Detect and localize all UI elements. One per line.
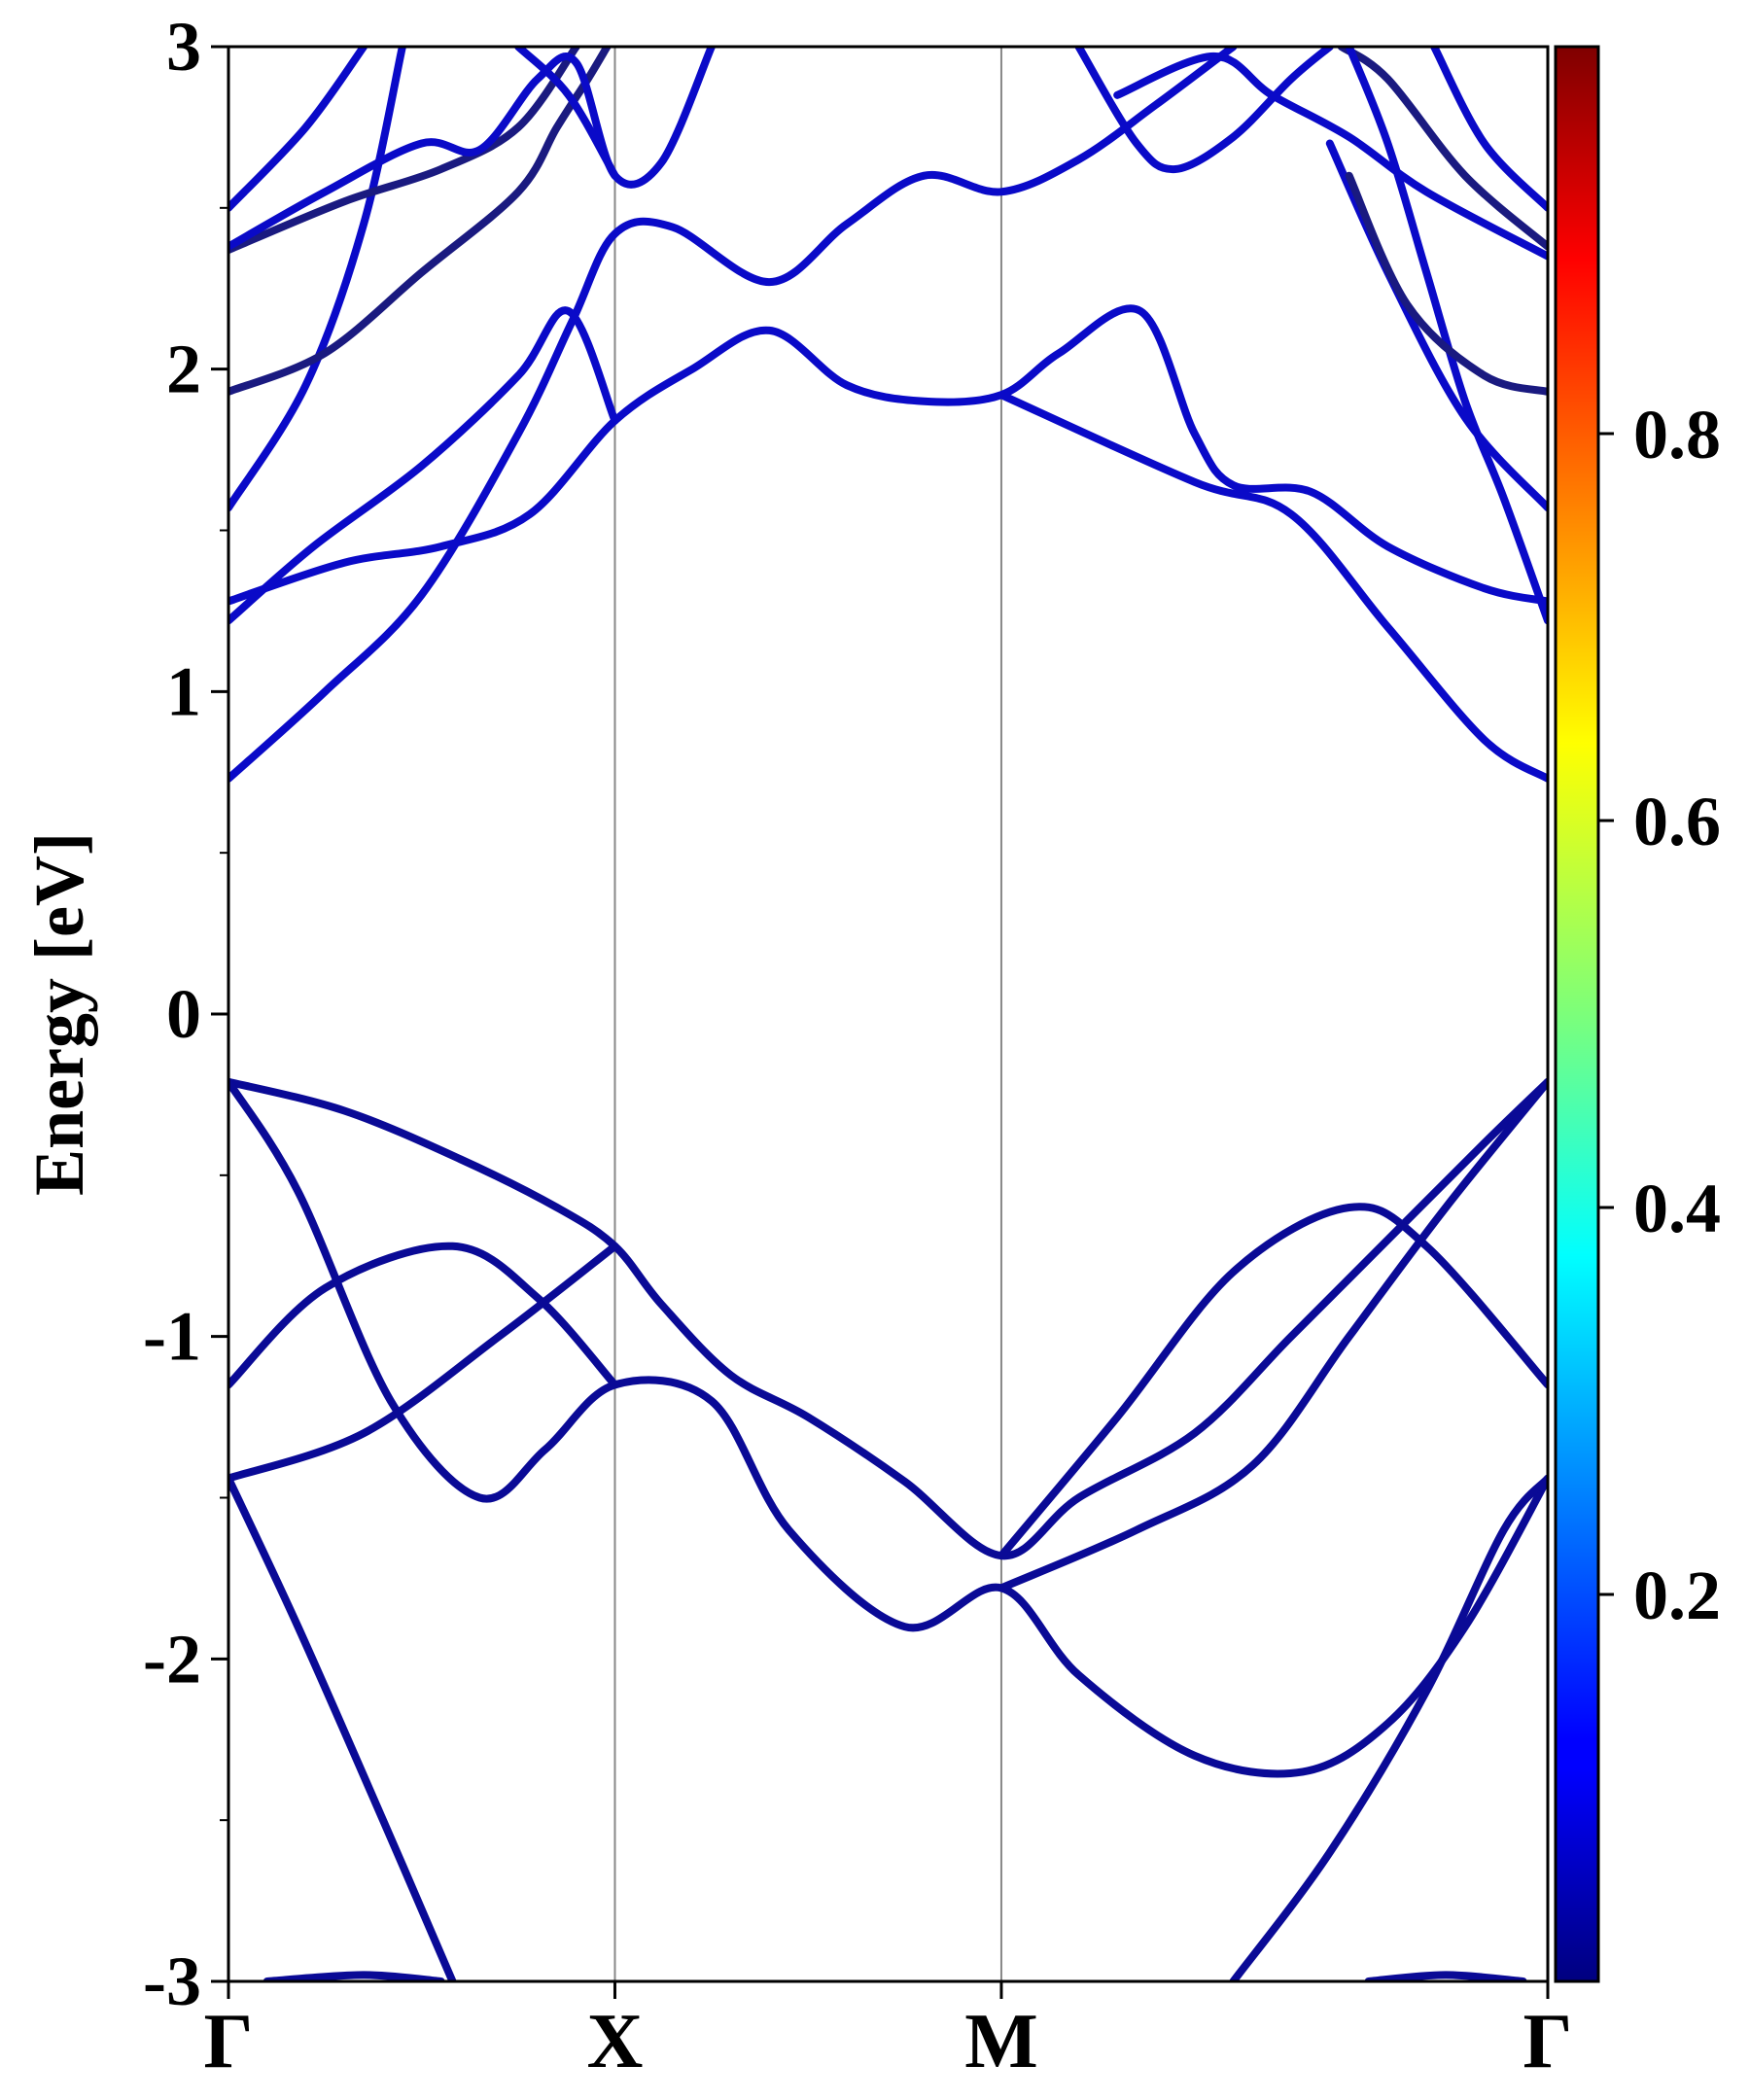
y-tick-label-4: -1 [143, 1298, 201, 1376]
band-line-21 [228, 1474, 457, 1981]
band-line-17 [228, 1077, 1548, 1560]
x-tick-label-3: Γ [1523, 1999, 1573, 2084]
band-line-25 [262, 1971, 445, 1981]
band-line-11 [1337, 47, 1548, 251]
band-line-4 [228, 47, 612, 396]
band-line-6 [228, 47, 716, 251]
band-line-16 [998, 391, 1548, 783]
y-tick-label-3: 0 [166, 975, 201, 1053]
band-line-2 [228, 306, 619, 625]
y-tick-label-0: 3 [166, 8, 201, 86]
colorbar-tick-label-1: 0.4 [1633, 1170, 1721, 1247]
band-line-20 [228, 1242, 619, 1483]
band-line-14 [1325, 139, 1548, 512]
band-line-13 [1345, 47, 1548, 625]
band-line-23 [998, 1077, 1548, 1592]
colorbar-ticks: 0.2 0.4 0.6 0.8 [1598, 396, 1721, 1634]
band-line-0 [228, 47, 1238, 783]
band-line-10 [1113, 52, 1548, 261]
band-line-19 [228, 1242, 619, 1389]
band-line-1 [228, 304, 1548, 606]
band-line-9 [1074, 47, 1334, 174]
band-line-15 [1345, 171, 1548, 396]
band-line-22 [998, 1203, 1548, 1560]
colorbar [1554, 45, 1600, 1983]
y-tick-label-1: 2 [166, 331, 201, 408]
band-lines [228, 47, 1548, 1981]
band-line-7 [228, 47, 368, 212]
y-tick-label-5: -2 [143, 1620, 201, 1698]
band-line-18 [228, 1077, 1548, 1778]
band-line-24 [1229, 1474, 1548, 1981]
y-tick-label-6: -3 [143, 1942, 201, 2020]
band-line-8 [514, 47, 619, 180]
colorbar-tick-label-3: 0.8 [1633, 396, 1721, 473]
x-tick-label-0: Γ [204, 1999, 254, 2084]
y-axis-ticks: 3 2 1 0 -1 -2 -3 [143, 8, 228, 2020]
colorbar-tick-label-2: 0.6 [1633, 783, 1721, 860]
band-line-5 [228, 47, 580, 254]
x-tick-label-1: X [587, 1999, 644, 2084]
x-tick-label-2: M [964, 1999, 1038, 2084]
band-line-12 [1430, 47, 1548, 212]
y-axis-title: Energy [eV] [20, 832, 98, 1196]
band-line-3 [228, 47, 406, 512]
y-tick-label-2: 1 [166, 652, 201, 730]
high-symmetry-lines [613, 47, 1002, 1981]
plot-frame [227, 45, 1550, 1983]
band-line-26 [1364, 1971, 1527, 1981]
colorbar-tick-label-0: 0.2 [1633, 1557, 1721, 1634]
